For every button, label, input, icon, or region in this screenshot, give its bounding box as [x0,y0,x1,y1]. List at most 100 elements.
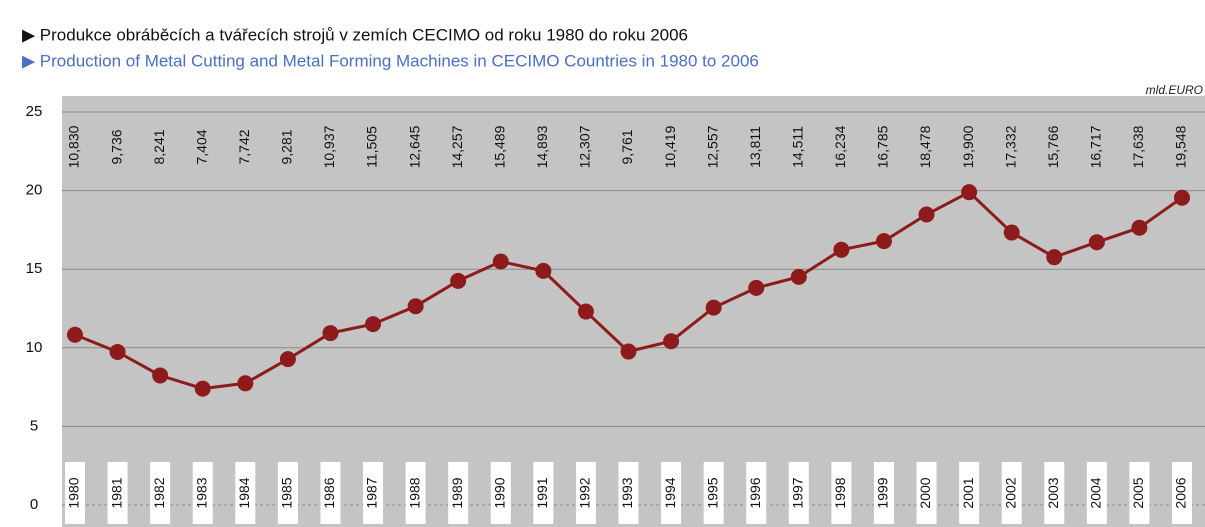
x-tick-label: 1989 [449,477,465,508]
x-tick-label: 1991 [534,477,550,508]
value-label: 18,478 [917,125,933,168]
data-point [1046,249,1063,266]
x-tick-label: 2001 [960,477,976,508]
value-label: 13,811 [747,126,763,168]
data-point [450,272,467,289]
x-label-box [235,462,256,524]
y-tick-label: 10 [26,339,43,356]
data-point [833,241,850,258]
data-point [1003,224,1020,241]
value-label: 9,736 [108,129,124,164]
data-point [1088,234,1105,251]
x-tick-label: 2000 [917,477,933,508]
value-label: 12,307 [577,125,593,168]
x-label-box [1129,462,1150,524]
data-point [67,326,83,343]
value-label: 16,234 [832,125,848,168]
x-label-box [746,462,767,524]
x-tick-label: 1993 [619,477,635,508]
x-tick-label: 2003 [1045,477,1061,508]
data-point [1174,189,1190,206]
x-tick-label: 1980 [66,477,82,508]
x-label-box [618,462,639,524]
x-tick-label: 1998 [832,477,848,508]
data-point [705,299,722,316]
data-point [322,325,339,342]
value-label: 9,281 [279,129,295,164]
value-label: 19,900 [960,125,976,168]
value-label: 15,766 [1045,125,1061,168]
data-point [918,206,935,223]
x-label-box [192,462,213,524]
value-label: 19,548 [1173,125,1189,168]
value-label: 10,419 [662,125,678,168]
value-label: 14,511 [790,126,806,168]
data-point [492,253,509,270]
value-label: 14,257 [449,125,465,168]
x-tick-label: 2002 [1002,477,1018,508]
data-point [790,268,807,285]
x-tick-label: 1987 [364,477,380,508]
data-point [109,343,126,360]
x-label-box [1044,462,1065,524]
y-tick-label: 15 [26,260,43,277]
y-tick-label: 0 [30,496,38,513]
data-point [961,184,978,201]
x-tick-label: 1983 [193,477,209,508]
x-label-box [703,462,724,524]
value-label: 16,717 [1088,125,1104,168]
plot-area [62,96,1205,527]
value-label: 14,893 [534,125,550,168]
data-point [577,303,594,320]
x-tick-label: 2006 [1173,477,1189,508]
x-tick-label: 1997 [790,477,806,508]
x-label-box [490,462,511,524]
value-label: 10,937 [321,125,337,168]
x-label-box [916,462,937,524]
data-point [365,316,382,333]
x-label-box [65,462,85,524]
value-label: 10,830 [66,125,82,168]
value-label: 7,404 [193,129,209,164]
value-label: 12,645 [406,125,422,168]
x-label-box [788,462,809,524]
value-label: 8,241 [151,129,167,164]
x-label-box [277,462,298,524]
x-label-box [405,462,426,524]
x-tick-label: 1986 [321,477,337,508]
data-point [1131,219,1148,236]
value-label: 17,638 [1130,125,1146,168]
x-label-box [448,462,469,524]
value-label: 15,489 [491,125,507,168]
chart-subtitle: ▶ Production of Metal Cutting and Metal … [22,51,759,70]
x-tick-label: 1988 [406,477,422,508]
x-label-box [831,462,852,524]
x-label-box [363,462,384,524]
data-point [663,333,680,350]
x-label-box [320,462,341,524]
x-label-box [1086,462,1107,524]
value-label: 16,785 [875,125,891,168]
x-tick-label: 1992 [577,477,593,508]
x-tick-label: 1990 [491,477,507,508]
data-point [279,351,296,368]
x-tick-label: 1994 [662,477,678,508]
x-label-box [1172,462,1192,524]
x-label-box [959,462,980,524]
y-tick-label: 25 [26,103,43,120]
x-tick-label: 1996 [747,477,763,508]
data-point [152,367,169,384]
x-label-box [661,462,682,524]
value-label: 17,332 [1002,125,1018,168]
x-tick-label: 2004 [1088,477,1104,508]
x-tick-label: 1995 [704,477,720,508]
data-point [237,375,254,392]
x-tick-label: 1999 [875,477,891,508]
data-point [535,262,552,279]
chart-title: ▶ Produkce obráběcích a tvářecích strojů… [22,25,688,44]
y-tick-label: 5 [30,417,38,434]
x-tick-label: 1984 [236,477,252,508]
x-label-box [575,462,596,524]
data-point [194,380,211,397]
